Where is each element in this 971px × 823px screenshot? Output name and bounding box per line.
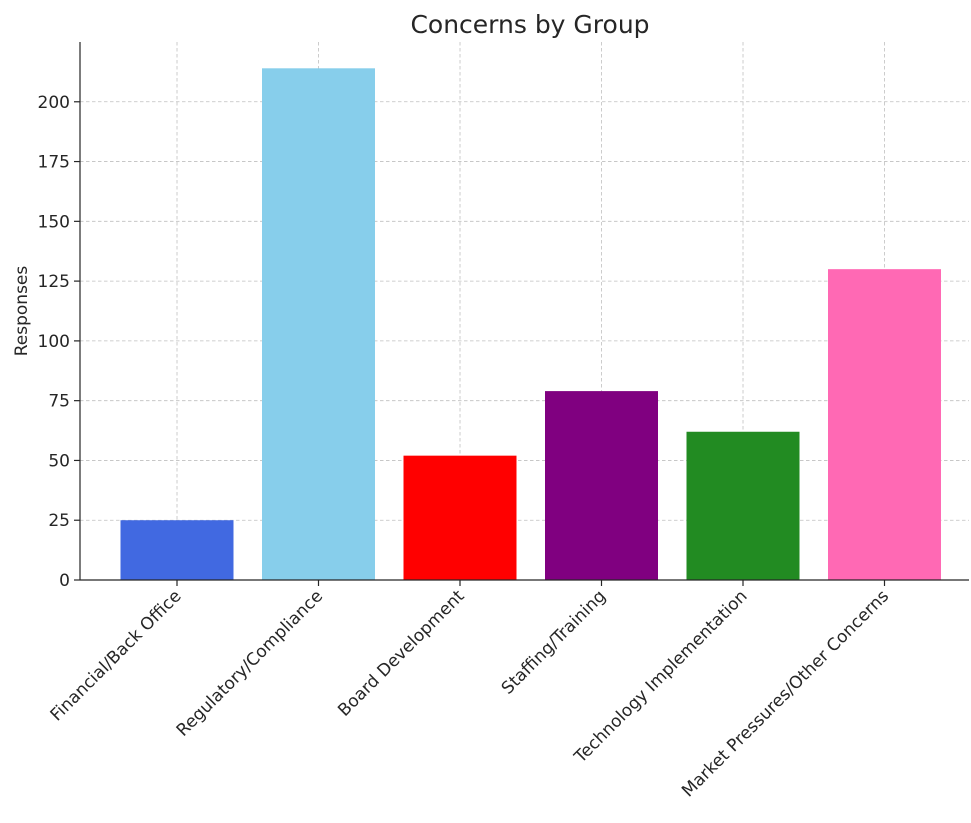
bar [403,455,517,580]
x-ticks: Financial/Back OfficeRegulatory/Complian… [47,580,893,801]
chart-title: Concerns by Group [410,10,649,39]
y-axis-label: Responses [12,266,32,357]
y-tick-label: 200 [38,93,70,113]
y-tick-label: 100 [38,332,70,352]
y-tick-label: 125 [38,272,70,292]
bar [120,520,234,580]
x-tick-label: Board Development [334,586,468,720]
y-tick-label: 175 [38,153,70,173]
y-ticks: 0 25 50 75 100 125 150 175 200 [38,93,80,591]
x-tick-label: Regulatory/Compliance [173,586,327,740]
bar [686,431,800,580]
y-tick-label: 25 [48,511,70,531]
y-tick-label: 50 [48,451,70,471]
x-tick-label: Financial/Back Office [47,586,186,725]
y-tick-label: 0 [59,571,70,591]
y-tick-label: 75 [48,392,70,412]
bar [828,269,941,580]
axes-layer [79,42,969,581]
bars-layer [120,68,941,581]
bar [545,391,658,580]
bar [262,68,375,581]
grid-layer [80,42,969,581]
x-tick-label: Staffing/Training [498,586,610,698]
y-tick-label: 150 [38,212,70,232]
